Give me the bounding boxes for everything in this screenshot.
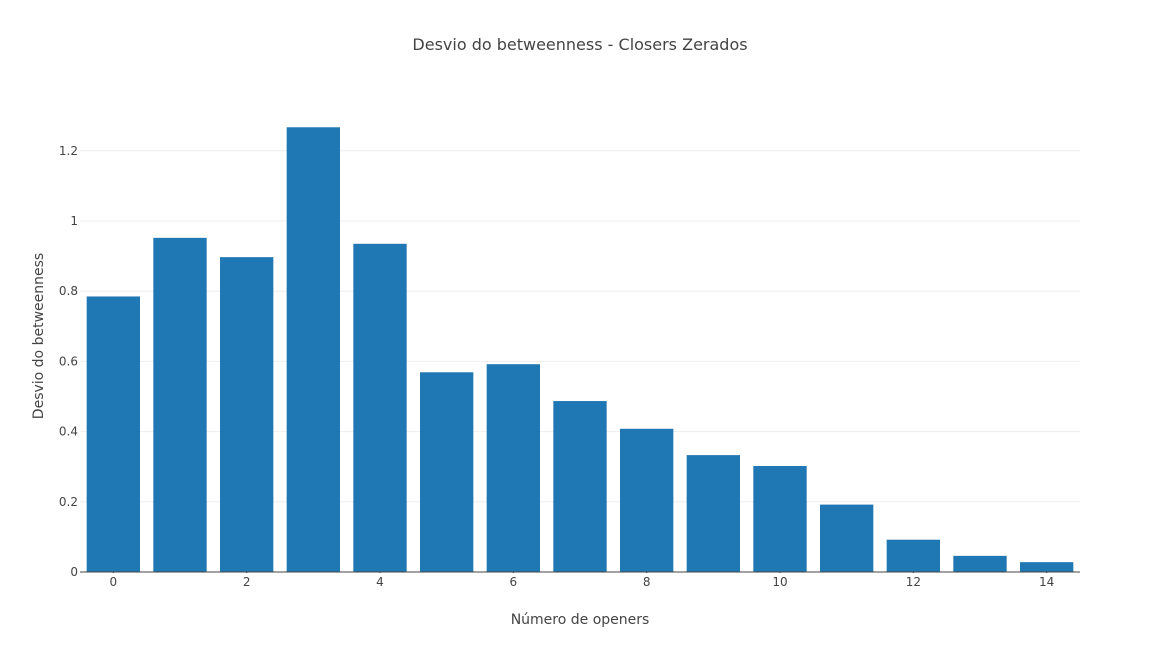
- y-tick-labels: 0 0.2 0.4 0.6 0.8 1 1.2: [59, 144, 78, 579]
- bar[interactable]: [820, 504, 874, 572]
- y-tick-label: 0.8: [59, 284, 78, 298]
- x-tick-label: 14: [1039, 575, 1054, 589]
- x-tick-label: 6: [510, 575, 518, 589]
- x-axis-title: Número de openers: [511, 612, 650, 628]
- bars: [86, 127, 1074, 572]
- bar[interactable]: [1020, 562, 1074, 572]
- chart-title: Desvio do betweenness - Closers Zerados: [412, 35, 747, 54]
- x-tick-label: 4: [376, 575, 384, 589]
- y-tick-label: 1.2: [59, 144, 78, 158]
- x-tick-label: 8: [643, 575, 651, 589]
- y-tick-label: 0.2: [59, 495, 78, 509]
- y-tick-label: 0: [70, 565, 78, 579]
- x-tick-label: 0: [110, 575, 118, 589]
- bar[interactable]: [153, 237, 207, 572]
- bar[interactable]: [620, 428, 674, 572]
- y-axis-title: Desvio do betweenness: [31, 253, 47, 419]
- bar[interactable]: [353, 243, 407, 572]
- bar[interactable]: [286, 127, 340, 572]
- y-tick-label: 0.6: [59, 354, 78, 368]
- y-tick-label: 1: [70, 214, 78, 228]
- bar[interactable]: [86, 296, 140, 572]
- bar[interactable]: [886, 539, 940, 572]
- bar[interactable]: [686, 455, 740, 572]
- x-tick-label: 2: [243, 575, 251, 589]
- bar[interactable]: [220, 257, 274, 572]
- x-tick-labels: 0 2 4 6 8 10 12 14: [110, 572, 1054, 589]
- y-tick-label: 0.4: [59, 425, 78, 439]
- bar[interactable]: [420, 372, 474, 572]
- bar[interactable]: [753, 465, 807, 572]
- x-tick-label: 10: [772, 575, 787, 589]
- x-tick-label: 12: [906, 575, 921, 589]
- bar[interactable]: [486, 364, 540, 572]
- bar[interactable]: [953, 555, 1007, 572]
- bar[interactable]: [553, 401, 607, 572]
